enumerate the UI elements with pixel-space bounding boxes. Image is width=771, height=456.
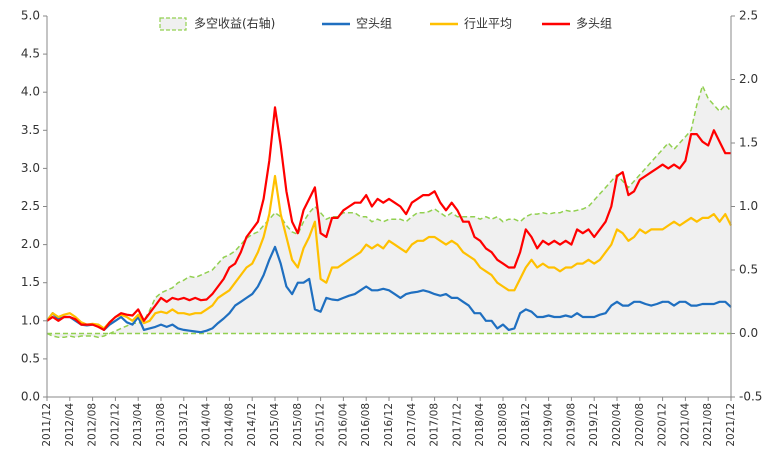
x-tick-label: 2021/08 [702, 403, 714, 447]
y2-tick-label: -0.5 [739, 390, 762, 404]
x-tick-label: 2021/12 [725, 403, 737, 447]
y-tick-label: 2.0 [21, 237, 40, 251]
x-tick-label: 2014/04 [201, 403, 213, 447]
y2-tick-label: 0.5 [739, 263, 758, 277]
y2-tick-label: 1.0 [739, 199, 758, 213]
x-tick-label: 2019/12 [588, 403, 600, 447]
y-tick-label: 5.0 [21, 9, 40, 23]
line [46, 245, 732, 334]
x-tick-label: 2020/12 [657, 403, 669, 447]
legend-label: 空头组 [356, 17, 392, 31]
x-tick-label: 2017/04 [406, 403, 418, 447]
x-tick-label: 2017/08 [429, 403, 441, 447]
line [46, 174, 732, 330]
y-tick-label: 1.5 [21, 275, 40, 289]
area [47, 85, 731, 338]
x-tick-label: 2019/08 [565, 403, 577, 447]
x-tick-label: 2014/12 [246, 403, 258, 447]
x-tick-label: 2011/12 [41, 403, 53, 447]
x-tick-label: 2015/04 [269, 403, 281, 447]
y2-tick-label: 1.5 [739, 136, 758, 150]
y2-tick-label: 2.5 [739, 9, 758, 23]
y-tick-label: 2.5 [21, 199, 40, 213]
x-tick-label: 2014/08 [223, 403, 235, 447]
x-tick-label: 2012/04 [64, 403, 76, 447]
x-tick-label: 2018/08 [497, 403, 509, 447]
line [46, 106, 731, 331]
y-tick-label: 3.5 [21, 123, 40, 137]
legend-label: 行业平均 [464, 17, 512, 31]
y-tick-label: 0.0 [21, 390, 40, 404]
x-tick-label: 2015/12 [315, 403, 327, 447]
x-tick-label: 2013/08 [155, 403, 167, 447]
legend-label: 多头组 [576, 17, 612, 31]
x-tick-label: 2020/08 [634, 403, 646, 447]
y-tick-label: 4.0 [21, 85, 40, 99]
x-tick-label: 2012/08 [87, 403, 99, 447]
y-tick-label: 4.5 [21, 47, 40, 61]
x-tick-label: 2013/04 [132, 403, 144, 447]
x-tick-label: 2019/04 [543, 403, 555, 447]
x-tick-label: 2016/08 [360, 403, 372, 447]
y-tick-label: 3.0 [21, 161, 40, 175]
x-tick-label: 2017/12 [451, 403, 463, 447]
x-tick-label: 2018/04 [474, 403, 486, 447]
x-tick-label: 2018/12 [520, 403, 532, 447]
y2-tick-label: 2.0 [739, 72, 758, 86]
y2-tick-label: 0.0 [739, 326, 758, 340]
x-tick-label: 2013/12 [178, 403, 190, 447]
x-tick-label: 2016/12 [383, 403, 395, 447]
x-tick-label: 2020/04 [611, 403, 623, 447]
x-tick-label: 2015/08 [292, 403, 304, 447]
x-tick-label: 2016/04 [337, 403, 349, 447]
x-tick-label: 2012/12 [109, 403, 121, 447]
y-tick-label: 1.0 [21, 313, 40, 327]
y-tick-label: 0.5 [21, 351, 40, 365]
x-tick-label: 2021/04 [679, 403, 691, 447]
legend-label: 多空收益(右轴) [194, 16, 275, 31]
legend-swatch [159, 17, 187, 31]
